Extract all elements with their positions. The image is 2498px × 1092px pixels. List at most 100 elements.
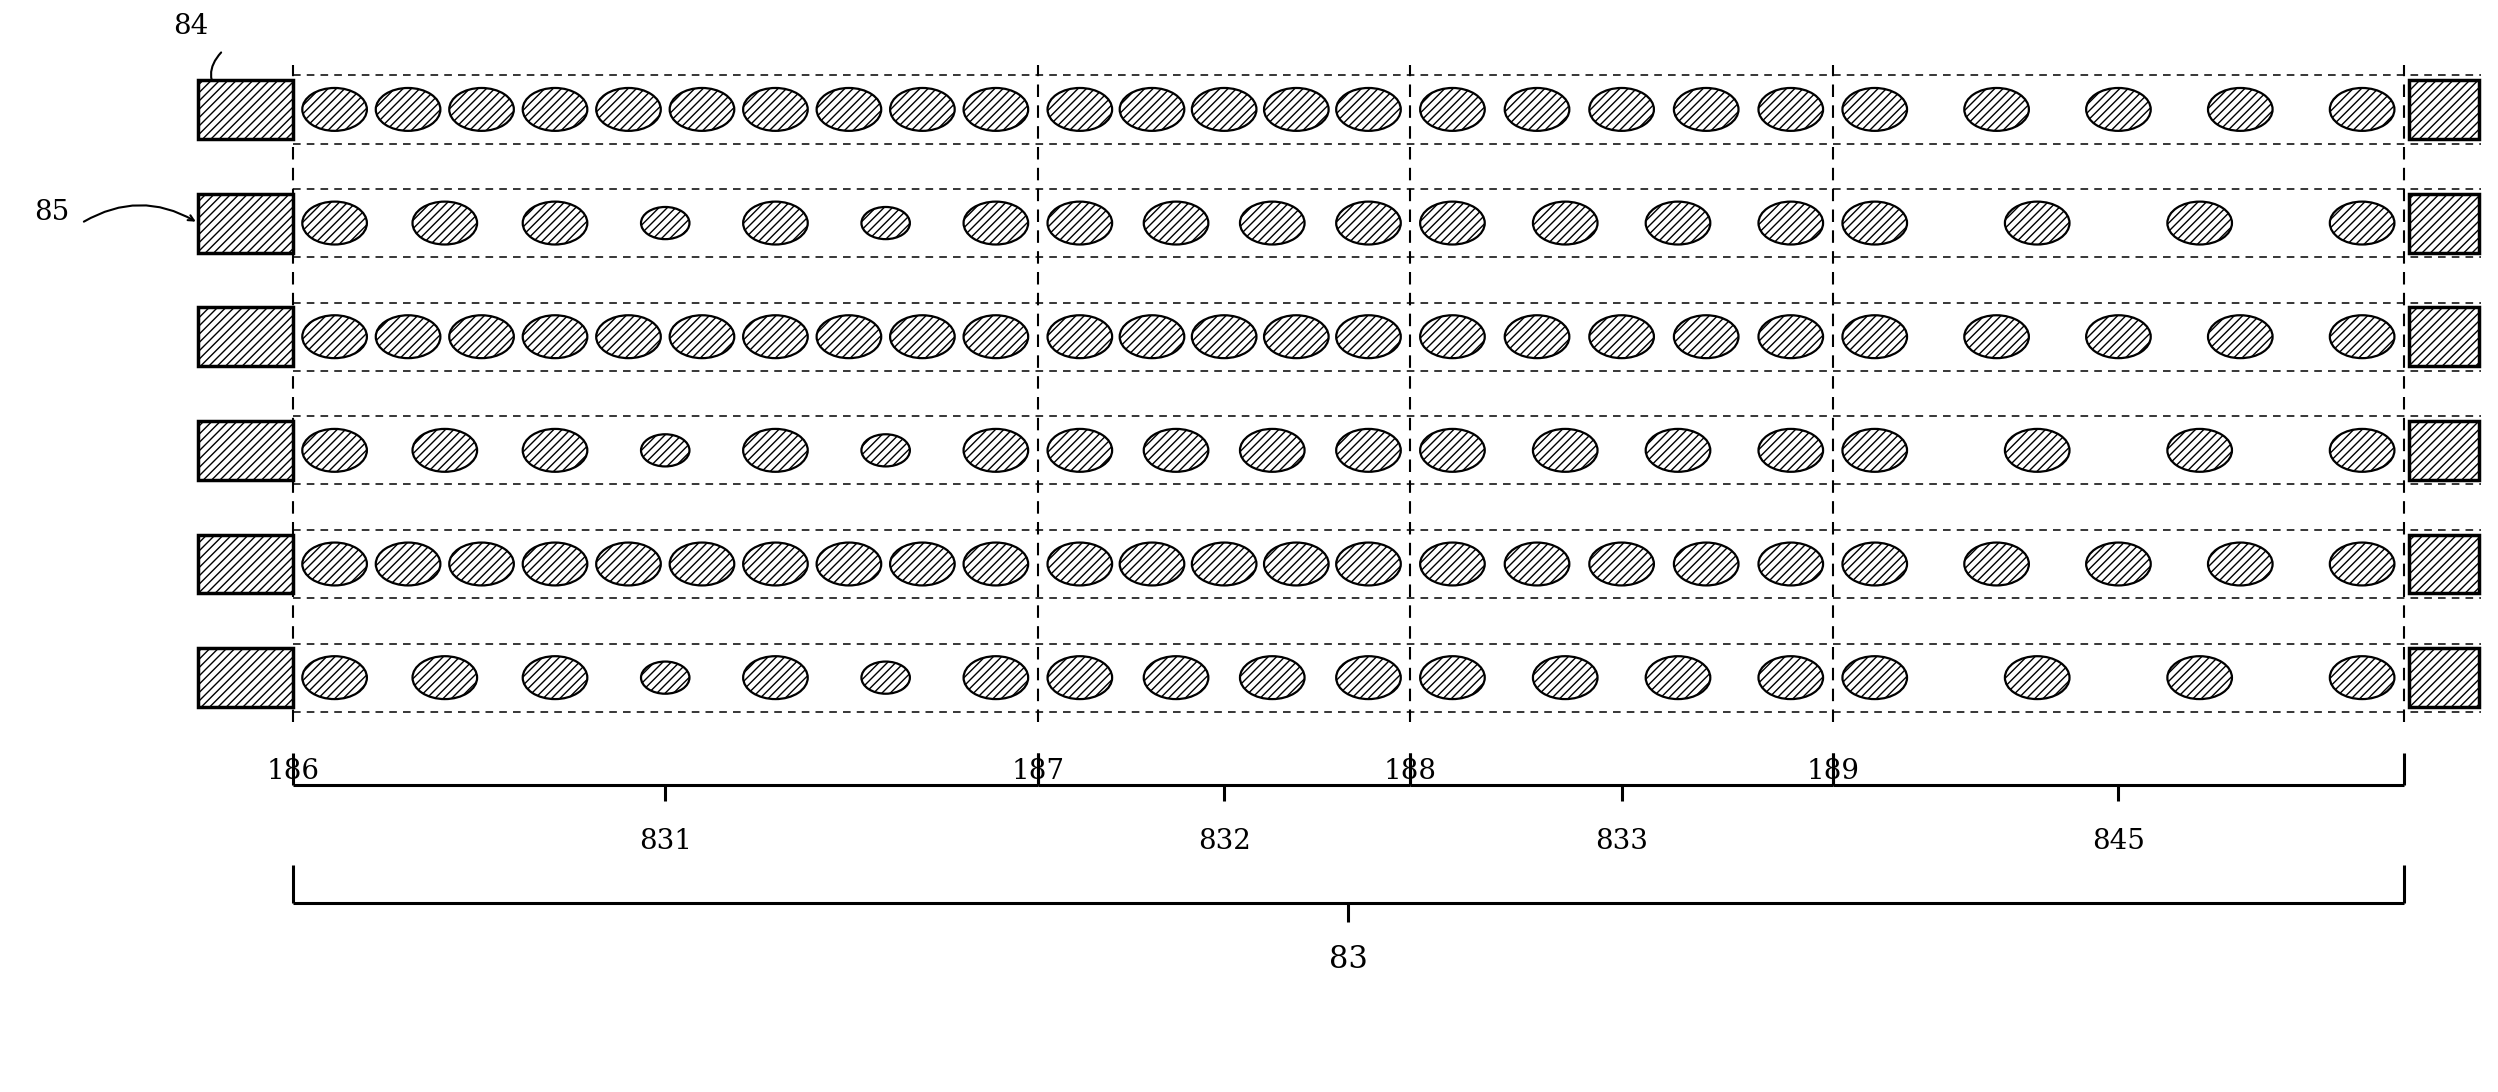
- Ellipse shape: [412, 656, 477, 699]
- Ellipse shape: [1646, 202, 1711, 245]
- Ellipse shape: [2208, 543, 2273, 585]
- Ellipse shape: [522, 656, 587, 699]
- Ellipse shape: [1421, 656, 1484, 699]
- Ellipse shape: [450, 316, 515, 358]
- Ellipse shape: [412, 429, 477, 472]
- Ellipse shape: [1336, 88, 1401, 131]
- Ellipse shape: [1047, 543, 1112, 585]
- Ellipse shape: [1759, 316, 1824, 358]
- Ellipse shape: [1646, 656, 1711, 699]
- Ellipse shape: [2331, 316, 2396, 358]
- Ellipse shape: [1336, 543, 1401, 585]
- Ellipse shape: [1504, 543, 1569, 585]
- Ellipse shape: [1534, 656, 1599, 699]
- Ellipse shape: [2006, 656, 2068, 699]
- Ellipse shape: [597, 543, 662, 585]
- Ellipse shape: [1504, 88, 1569, 131]
- Ellipse shape: [1504, 316, 1569, 358]
- Ellipse shape: [1264, 316, 1329, 358]
- Bar: [2408, 307, 2478, 366]
- Ellipse shape: [2331, 429, 2396, 472]
- Text: 186: 186: [267, 758, 320, 785]
- Bar: [197, 307, 292, 366]
- Ellipse shape: [1844, 88, 1906, 131]
- Ellipse shape: [1264, 543, 1329, 585]
- Ellipse shape: [862, 662, 909, 693]
- Ellipse shape: [1421, 88, 1484, 131]
- Bar: [197, 420, 292, 479]
- Ellipse shape: [302, 316, 367, 358]
- Ellipse shape: [1336, 656, 1401, 699]
- Ellipse shape: [1844, 202, 1906, 245]
- Ellipse shape: [862, 435, 909, 466]
- Ellipse shape: [1963, 88, 2028, 131]
- Ellipse shape: [2331, 88, 2396, 131]
- Text: 84: 84: [172, 13, 210, 39]
- Ellipse shape: [2086, 316, 2151, 358]
- Ellipse shape: [375, 316, 440, 358]
- Ellipse shape: [302, 202, 367, 245]
- Ellipse shape: [1239, 656, 1304, 699]
- Ellipse shape: [817, 543, 882, 585]
- Ellipse shape: [1144, 202, 1209, 245]
- Ellipse shape: [1047, 88, 1112, 131]
- Ellipse shape: [1589, 543, 1654, 585]
- Ellipse shape: [669, 316, 734, 358]
- Ellipse shape: [1759, 656, 1824, 699]
- Ellipse shape: [1119, 316, 1184, 358]
- Ellipse shape: [964, 202, 1029, 245]
- Ellipse shape: [522, 88, 587, 131]
- Ellipse shape: [450, 543, 515, 585]
- Ellipse shape: [1421, 543, 1484, 585]
- Bar: [2408, 420, 2478, 479]
- Ellipse shape: [1646, 429, 1711, 472]
- Ellipse shape: [1844, 316, 1906, 358]
- Ellipse shape: [669, 543, 734, 585]
- Bar: [2408, 649, 2478, 708]
- Ellipse shape: [597, 88, 662, 131]
- Ellipse shape: [817, 316, 882, 358]
- Ellipse shape: [642, 662, 689, 693]
- Ellipse shape: [2331, 656, 2396, 699]
- Ellipse shape: [1239, 429, 1304, 472]
- Text: 833: 833: [1596, 828, 1649, 855]
- Ellipse shape: [1534, 202, 1599, 245]
- Bar: [197, 649, 292, 708]
- Ellipse shape: [2331, 202, 2396, 245]
- Ellipse shape: [1759, 429, 1824, 472]
- Ellipse shape: [964, 656, 1029, 699]
- Ellipse shape: [1844, 429, 1906, 472]
- Ellipse shape: [1421, 429, 1484, 472]
- Ellipse shape: [1844, 656, 1906, 699]
- Ellipse shape: [889, 88, 954, 131]
- Ellipse shape: [375, 88, 440, 131]
- Bar: [2408, 534, 2478, 593]
- Bar: [197, 80, 292, 139]
- Ellipse shape: [302, 88, 367, 131]
- Ellipse shape: [1421, 316, 1484, 358]
- Text: 83: 83: [1329, 943, 1369, 974]
- Ellipse shape: [2208, 88, 2273, 131]
- Ellipse shape: [2168, 429, 2231, 472]
- Ellipse shape: [964, 316, 1029, 358]
- Ellipse shape: [742, 202, 807, 245]
- Ellipse shape: [1674, 88, 1739, 131]
- Text: 845: 845: [2091, 828, 2146, 855]
- Ellipse shape: [2331, 543, 2396, 585]
- Ellipse shape: [2086, 543, 2151, 585]
- Ellipse shape: [1759, 202, 1824, 245]
- Ellipse shape: [2086, 88, 2151, 131]
- Ellipse shape: [302, 656, 367, 699]
- Ellipse shape: [2006, 429, 2068, 472]
- Ellipse shape: [302, 429, 367, 472]
- Text: 189: 189: [1806, 758, 1859, 785]
- Ellipse shape: [522, 316, 587, 358]
- Ellipse shape: [2006, 202, 2068, 245]
- Ellipse shape: [1192, 543, 1256, 585]
- Ellipse shape: [1963, 543, 2028, 585]
- Ellipse shape: [1144, 656, 1209, 699]
- Ellipse shape: [1047, 656, 1112, 699]
- Ellipse shape: [817, 88, 882, 131]
- Ellipse shape: [742, 656, 807, 699]
- Ellipse shape: [375, 543, 440, 585]
